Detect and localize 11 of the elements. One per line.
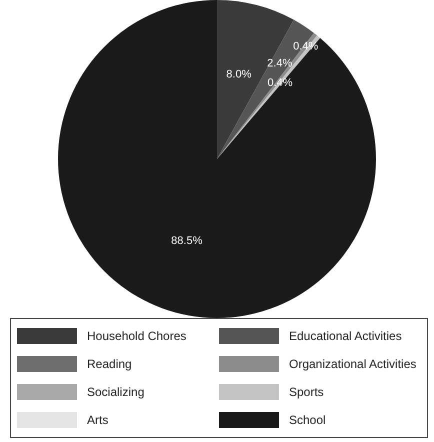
data-label: 2.4%: [267, 57, 292, 70]
legend-label: Educational Activities: [289, 329, 402, 344]
legend-label: Household Chores: [87, 329, 186, 344]
data-label: 88.5%: [171, 235, 203, 248]
legend-label: Organizational Activities: [289, 357, 416, 372]
legend-label: Arts: [87, 412, 108, 427]
legend-label: Socializing: [87, 384, 144, 399]
data-label: 8.0%: [226, 68, 252, 80]
legend-label: School: [289, 412, 326, 427]
legend-label: Reading: [87, 357, 132, 372]
legend-label: Sports: [289, 384, 324, 399]
